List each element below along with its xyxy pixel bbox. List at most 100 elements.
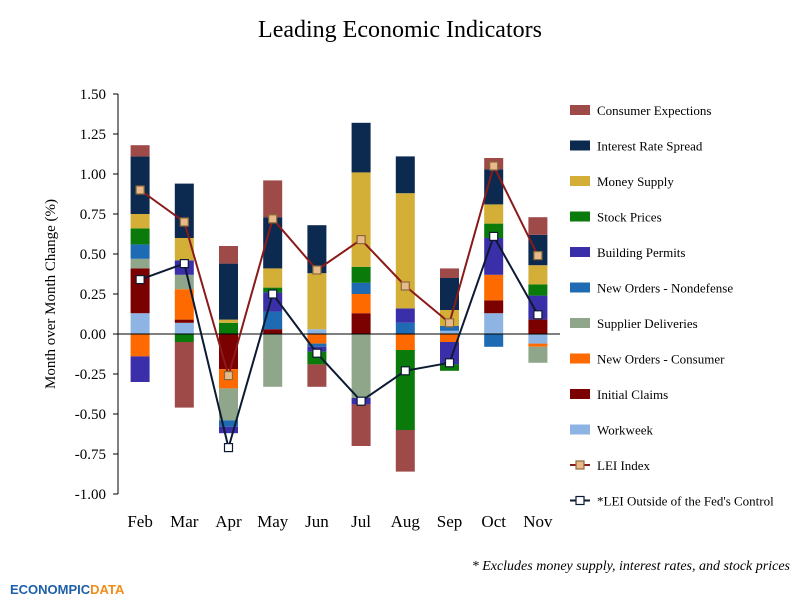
lei-lines: [135, 161, 543, 453]
bar-segment-stock-prices: [307, 351, 327, 365]
x-category-label: Jun: [305, 512, 329, 531]
bar-segment-new-orders-consumer: [528, 343, 548, 347]
legend-label: LEI Index: [597, 458, 651, 473]
bar-segment-stock-prices: [395, 350, 415, 430]
bar-segment-new-orders-consumer: [174, 289, 194, 320]
bar-segment-money-supply: [528, 265, 548, 285]
bar-segment-new-orders-nondefense: [219, 420, 238, 427]
x-category-label: Aug: [391, 512, 421, 531]
bar-segment-stock-prices: [440, 364, 459, 371]
bar-segment-new-orders-consumer: [130, 334, 150, 357]
bar-segment-stock-prices: [351, 266, 371, 283]
legend-swatch-stock-prices: [570, 211, 590, 222]
marker-lei-index: [135, 185, 145, 195]
bar-segment-initial-claims: [130, 268, 150, 314]
bar-segment-money-supply: [263, 268, 283, 288]
x-category-label: Mar: [170, 512, 199, 531]
bar-segment-consumer-expections: [263, 180, 283, 218]
bar-segment-interest-rate-spread: [219, 263, 238, 320]
y-tick-label: 0.75: [80, 207, 106, 223]
bar-segment-money-supply: [440, 310, 459, 326]
bar-segment-workweek: [307, 329, 327, 334]
bar-segment-workweek: [528, 334, 548, 344]
bar-segment-stock-prices: [174, 334, 194, 342]
bar-segment-new-orders-nondefense: [395, 322, 415, 334]
marker-lei-outside-of-the-fed-s-control: [135, 275, 145, 285]
bar-segment-interest-rate-spread: [174, 183, 194, 238]
legend-label: Interest Rate Spread: [597, 139, 703, 154]
bar-segment-initial-claims: [528, 319, 548, 334]
bar-segment-new-orders-consumer: [484, 274, 504, 301]
legend-label: Workweek: [597, 423, 653, 438]
y-tick-label: -0.50: [75, 407, 106, 423]
y-tick-marks: [113, 93, 118, 495]
bar-segment-supplier-deliveries: [130, 258, 150, 269]
x-category-label: Sep: [437, 512, 463, 531]
bar-segment-initial-claims: [351, 313, 371, 334]
bar-segment-stock-prices: [528, 284, 548, 296]
bar-segment-consumer-expections: [307, 364, 327, 387]
bar-segment-stock-prices: [130, 228, 150, 245]
econompic-logo: ECONOMPICDATA: [10, 582, 125, 597]
bar-segment-new-orders-nondefense: [307, 343, 327, 347]
bar-segment-workweek: [174, 322, 194, 334]
bar-segment-interest-rate-spread: [263, 217, 283, 269]
legend-label: *LEI Outside of the Fed's Control: [597, 494, 774, 509]
legend-label: Building Permits: [597, 245, 685, 260]
x-category-labels: Feb Mar Apr May Jun Jul Aug Sep Oct Nov: [127, 512, 553, 531]
y-axis-label: Month over Month Change (%): [43, 199, 59, 389]
legend-swatch-new-orders-consumer: [570, 353, 590, 364]
bar-segment-building-permits: [130, 356, 150, 382]
x-category-label: Feb: [127, 512, 153, 531]
bar-segment-interest-rate-spread: [130, 156, 150, 214]
bar-segment-initial-claims: [484, 300, 504, 314]
legend-swatch-initial-claims: [570, 389, 590, 399]
legend: Consumer Expections Interest Rate Spread M…: [570, 103, 774, 509]
marker-lei-index: [356, 235, 366, 245]
bar-segment-money-supply: [130, 214, 150, 229]
legend-label: Initial Claims: [597, 387, 668, 402]
x-category-label: Jul: [351, 512, 371, 531]
bar-segment-interest-rate-spread: [484, 169, 504, 205]
legend-swatch-money-supply: [570, 176, 590, 186]
y-tick-label: 1.00: [80, 167, 106, 183]
bar-segment-new-orders-consumer: [351, 294, 371, 314]
bar-segment-interest-rate-spread: [528, 234, 548, 266]
marker-lei-outside-of-the-fed-s-control: [268, 289, 278, 299]
x-category-label: Oct: [481, 512, 506, 531]
bar-segment-consumer-expections: [130, 145, 150, 157]
legend-label: Stock Prices: [597, 210, 662, 225]
bar-segment-initial-claims: [174, 319, 194, 323]
bar-segment-new-orders-consumer: [395, 334, 415, 350]
bar-segment-interest-rate-spread: [351, 122, 371, 173]
y-tick-label: -1.00: [75, 487, 106, 503]
y-tick-label: 1.25: [80, 127, 106, 143]
marker-lei-outside-of-the-fed-s-control: [356, 396, 366, 406]
bar-segment-stock-prices: [219, 322, 238, 334]
bar-segment-building-permits: [263, 292, 283, 312]
marker-lei-outside-of-the-fed-s-control: [533, 310, 543, 320]
bar-segment-consumer-expections: [395, 430, 415, 472]
legend-label: New Orders - Nondefense: [597, 281, 733, 296]
x-category-label: Apr: [215, 512, 242, 531]
legend-marker-lei-outside-of-the-fed-s-control: [575, 495, 585, 506]
bar-segment-consumer-expections: [174, 342, 194, 408]
axes: [113, 93, 560, 495]
bar-segment-consumer-expections: [528, 217, 548, 235]
marker-lei-index: [223, 371, 234, 381]
bar-segment-building-permits: [395, 308, 415, 323]
line-lei-index: [139, 163, 539, 380]
y-tick-label: 0.25: [80, 287, 106, 303]
legend-label: Money Supply: [597, 174, 674, 189]
bar-segment-new-orders-nondefense: [263, 311, 283, 330]
bar-segment-interest-rate-spread: [307, 225, 327, 274]
legend-swatch-building-permits: [570, 247, 590, 257]
marker-lei-index: [268, 214, 278, 224]
bar-segment-money-supply: [174, 238, 194, 261]
bar-segment-money-supply: [351, 172, 371, 267]
legend-label: Supplier Deliveries: [597, 316, 698, 331]
chart-title: Leading Economic Indicators: [258, 17, 542, 43]
bar-segment-supplier-deliveries: [219, 388, 238, 421]
marker-lei-outside-of-the-fed-s-control: [444, 358, 455, 368]
marker-lei-index: [489, 161, 499, 171]
